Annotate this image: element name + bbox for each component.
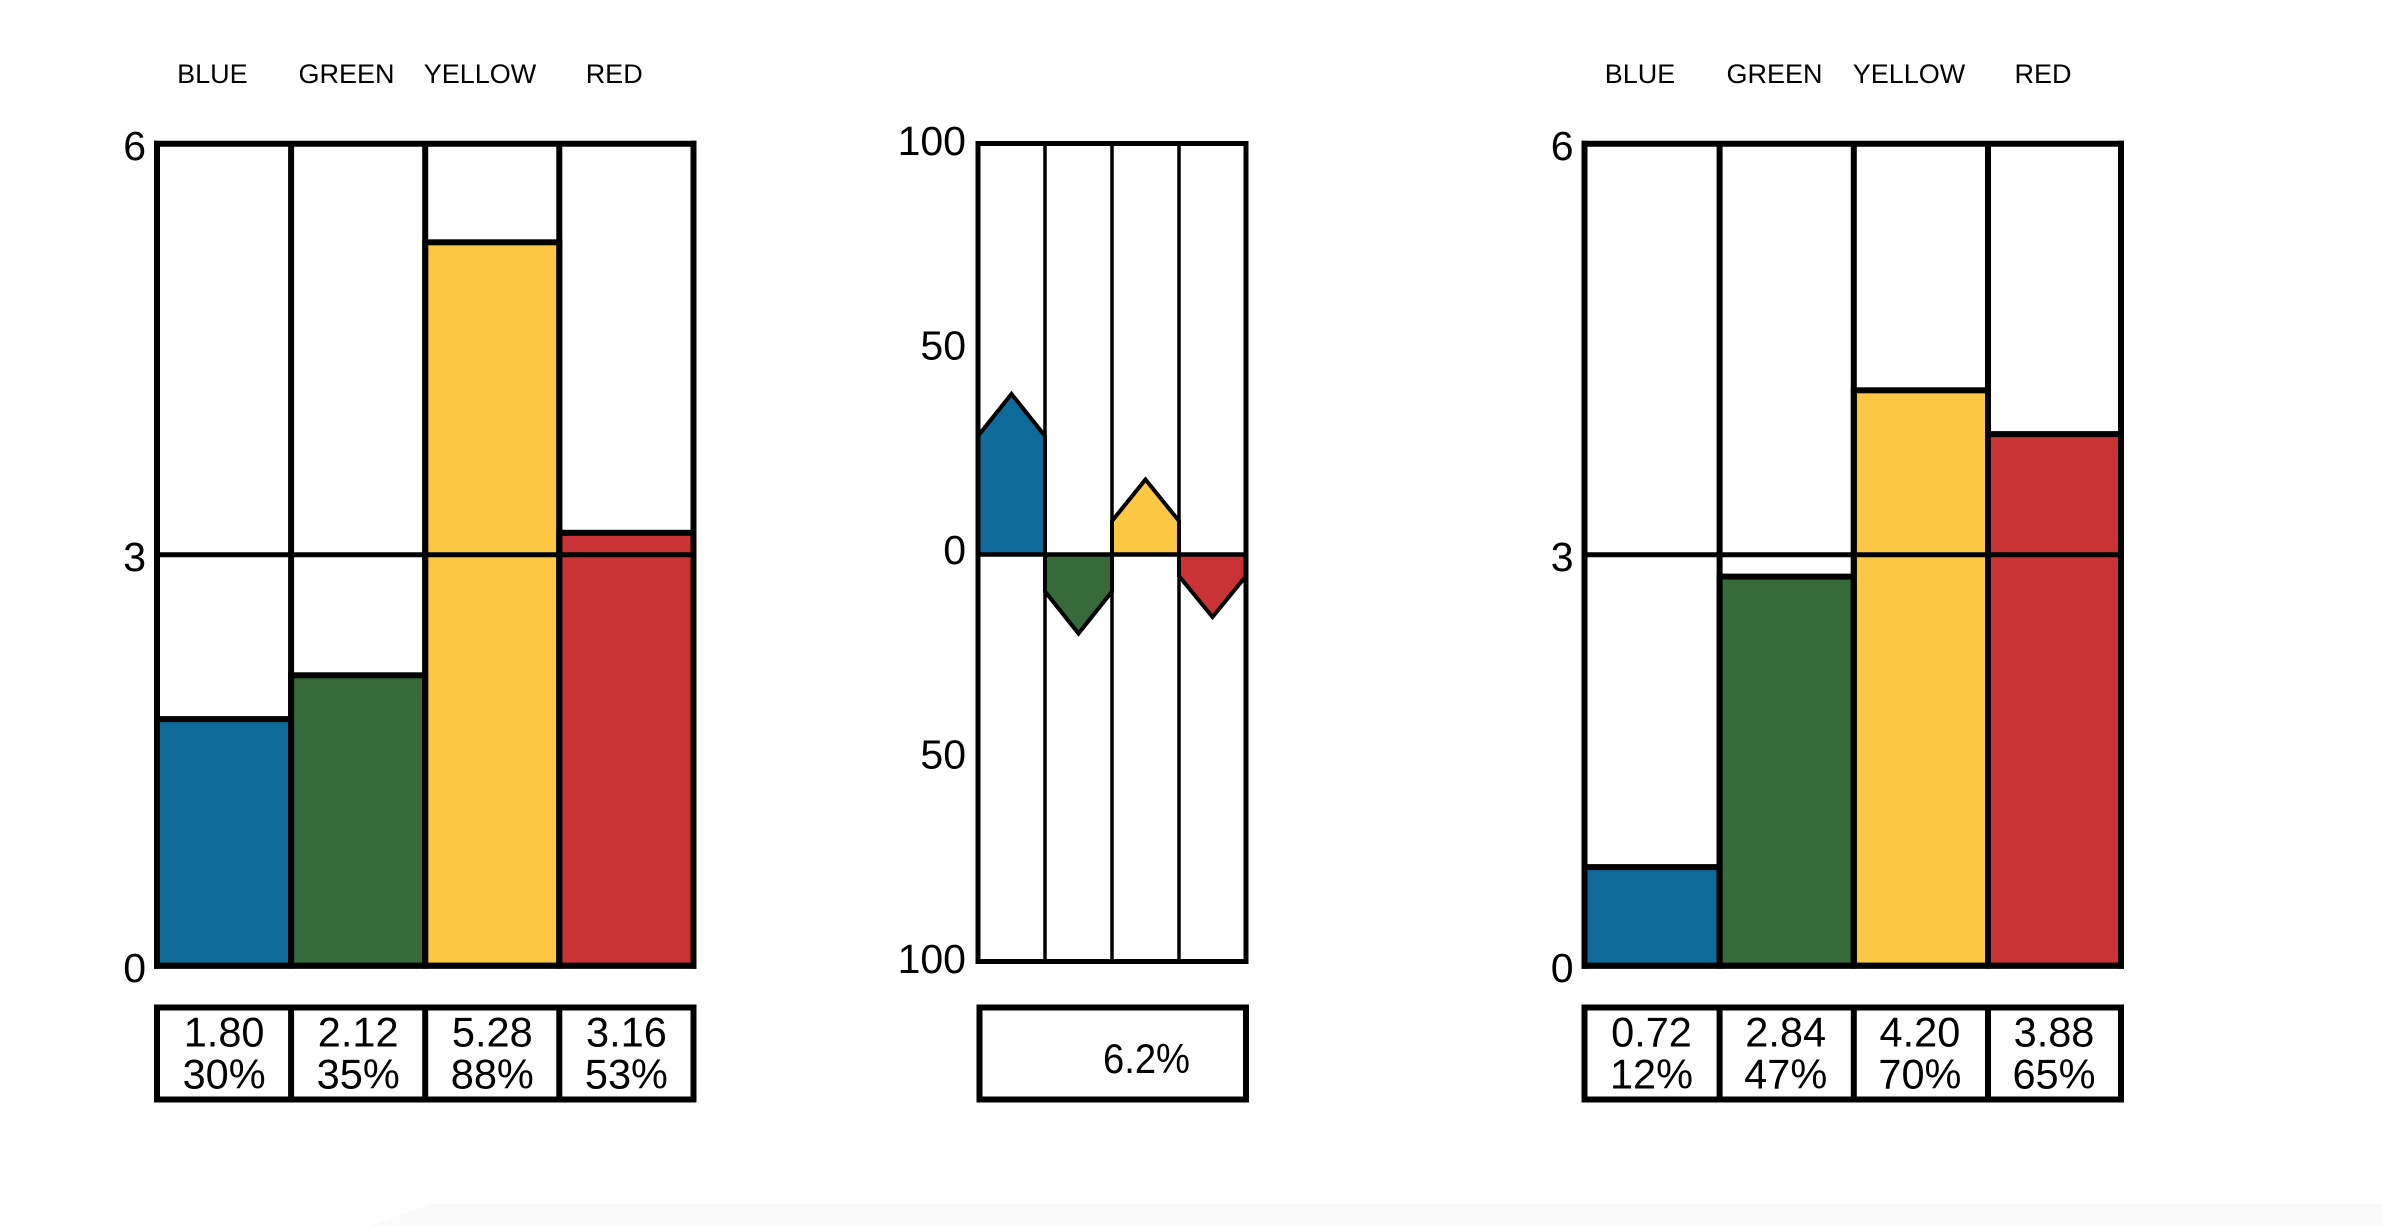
svg-text:RED: RED <box>2014 59 2071 89</box>
svg-text:0.72: 0.72 <box>1611 1009 1692 1056</box>
svg-text:3.88: 3.88 <box>2014 1009 2095 1056</box>
svg-text:3: 3 <box>123 534 146 580</box>
svg-text:BLUE: BLUE <box>177 59 248 89</box>
svg-text:6.2%: 6.2% <box>1103 1035 1190 1082</box>
svg-text:1.80: 1.80 <box>184 1009 265 1056</box>
svg-text:RED: RED <box>586 59 643 89</box>
svg-text:50: 50 <box>920 731 966 777</box>
svg-text:6: 6 <box>1551 123 1574 169</box>
svg-text:3.16: 3.16 <box>586 1009 667 1056</box>
svg-text:0: 0 <box>943 527 966 573</box>
svg-text:2.12: 2.12 <box>318 1009 399 1056</box>
svg-text:88%: 88% <box>451 1051 534 1098</box>
svg-text:0: 0 <box>123 945 146 991</box>
svg-text:BLUE: BLUE <box>1605 59 1676 89</box>
svg-text:30%: 30% <box>183 1051 266 1098</box>
svg-text:65%: 65% <box>2012 1051 2095 1098</box>
svg-text:6: 6 <box>123 123 146 169</box>
svg-text:3: 3 <box>1551 534 1574 580</box>
svg-text:70%: 70% <box>1878 1051 1961 1098</box>
svg-text:50: 50 <box>920 322 966 368</box>
svg-text:35%: 35% <box>317 1051 400 1098</box>
svg-text:100: 100 <box>898 118 966 164</box>
svg-text:5.28: 5.28 <box>452 1009 533 1056</box>
svg-text:53%: 53% <box>585 1051 668 1098</box>
svg-text:YELLOW: YELLOW <box>1853 59 1966 89</box>
svg-text:GREEN: GREEN <box>1726 59 1822 89</box>
svg-text:2.84: 2.84 <box>1745 1009 1826 1056</box>
svg-text:GREEN: GREEN <box>298 59 394 89</box>
svg-text:100: 100 <box>898 936 966 982</box>
svg-text:YELLOW: YELLOW <box>424 59 537 89</box>
svg-text:4.20: 4.20 <box>1880 1009 1961 1056</box>
svg-text:0: 0 <box>1551 945 1574 991</box>
svg-text:47%: 47% <box>1744 1051 1827 1098</box>
svg-text:12%: 12% <box>1610 1051 1693 1098</box>
